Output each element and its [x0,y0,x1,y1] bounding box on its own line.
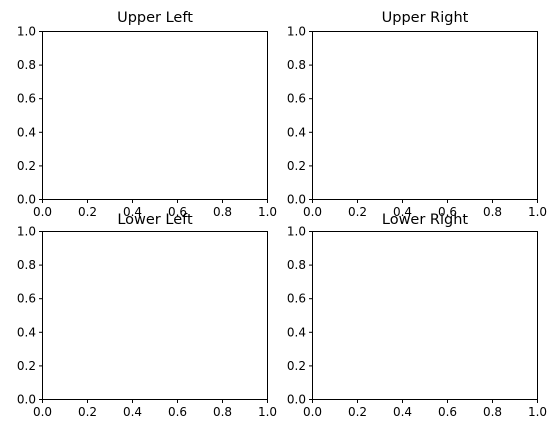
subplot-upper-right: Upper Right 0.0 0.2 0.4 0.6 0.8 1.0 0.0 0.2 0.4 0… [287,10,547,219]
subplot-title-upper-left: Upper Left [117,10,193,26]
x-tick-label: 0.8 [483,205,502,219]
x-tick-label: 0.6 [438,405,457,419]
y-tick-label: 0.2 [17,359,36,373]
x-tick-label: 0.6 [438,205,457,219]
y-tick-label: 0.4 [287,125,306,139]
y-tick-label: 1.0 [17,25,36,39]
x-tick-label: 0.0 [33,405,52,419]
y-tick-label: 0.6 [287,292,306,306]
y-tick-label: 0.8 [17,258,36,272]
x-tick-label: 1.0 [258,405,277,419]
y-tick-label: 1.0 [17,225,36,239]
y-tick-label: 0.0 [287,393,306,407]
axes-frame-lower-right [312,231,538,400]
x-tick-label: 0.2 [78,405,97,419]
x-tick-label: 0.2 [348,405,367,419]
y-tick-label: 0.4 [17,325,36,339]
x-tick-label: 1.0 [528,205,547,219]
y-tick-label: 0.0 [17,393,36,407]
x-tick-label: 0.0 [303,205,322,219]
y-tick-label: 1.0 [287,225,306,239]
x-tick-label: 0.0 [33,205,52,219]
y-tick-label: 0.8 [287,258,306,272]
y-tick-label: 0.0 [17,193,36,207]
subplot-upper-left: Upper Left 0.0 0.2 0.4 0.6 0.8 1.0 0.0 0.2 0.4 0.… [17,10,277,219]
x-tick-label: 1.0 [528,405,547,419]
x-tick-label: 1.0 [258,205,277,219]
y-tick-label: 0.2 [17,159,36,173]
subplot-title-lower-left: Lower Left [117,212,193,228]
subplot-title-upper-right: Upper Right [382,10,469,26]
y-tick-label: 0.8 [17,58,36,72]
x-tick-label: 0.6 [168,405,187,419]
y-tick-label: 0.8 [287,58,306,72]
y-tick-label: 0.4 [17,125,36,139]
y-tick-label: 0.2 [287,359,306,373]
x-tick-label: 0.2 [348,205,367,219]
x-tick-label: 0.2 [78,205,97,219]
subplot-lower-left: Lower Left 0.0 0.2 0.4 0.6 0.8 1.0 0.0 0.2 0.4 0.… [17,212,277,419]
x-tick-label: 0.6 [168,205,187,219]
x-tick-label: 0.4 [123,205,142,219]
x-tick-label: 0.8 [213,405,232,419]
axes-frame-upper-left [42,31,268,200]
x-tick-label: 0.4 [123,405,142,419]
x-tick-label: 0.4 [393,405,412,419]
y-tick-label: 1.0 [287,25,306,39]
x-tick-label: 0.4 [393,205,412,219]
y-tick-label: 0.6 [17,292,36,306]
x-tick-label: 0.8 [483,405,502,419]
y-tick-label: 0.0 [287,193,306,207]
axes-frame-upper-right [312,31,538,200]
y-tick-label: 0.4 [287,325,306,339]
y-tick-label: 0.6 [17,92,36,106]
y-tick-label: 0.2 [287,159,306,173]
axes-frame-lower-left [42,231,268,400]
subplot-title-lower-right: Lower Right [382,212,469,228]
x-tick-label: 0.0 [303,405,322,419]
x-tick-label: 0.8 [213,205,232,219]
y-tick-label: 0.6 [287,92,306,106]
subplot-lower-right: Lower Right 0.0 0.2 0.4 0.6 0.8 1.0 0.0 0.2 0.4 0… [287,212,547,419]
